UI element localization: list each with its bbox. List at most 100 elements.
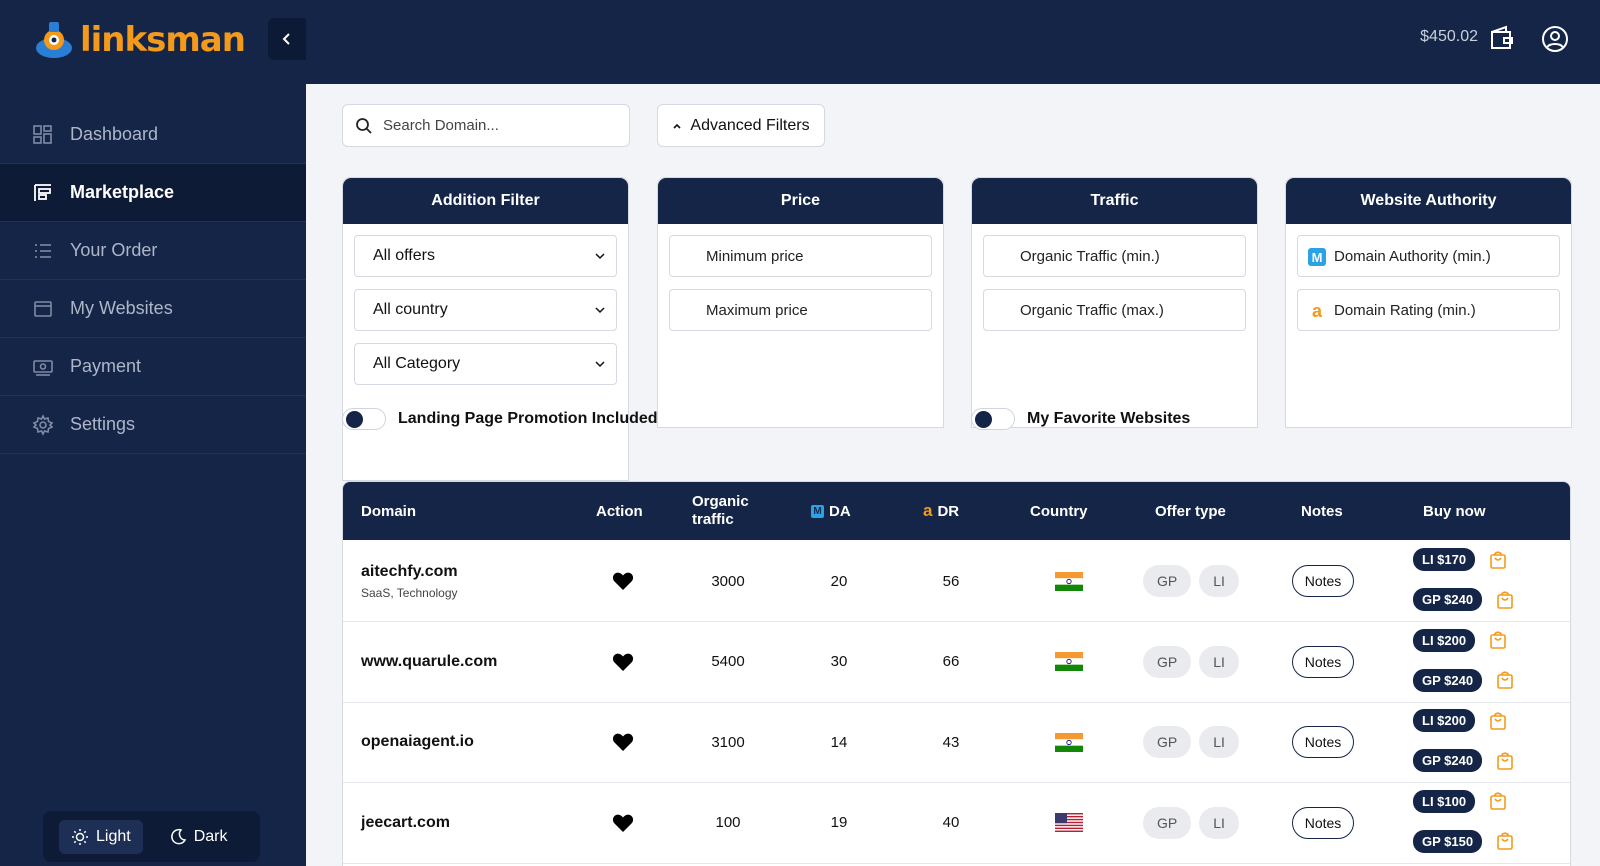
- shopping-bag-icon[interactable]: [1489, 711, 1507, 731]
- shopping-bag-icon[interactable]: [1489, 630, 1507, 650]
- favorite-action[interactable]: [592, 782, 654, 864]
- sun-icon: [72, 828, 88, 845]
- chevron-down-icon: [595, 361, 605, 368]
- gp-price-button[interactable]: GP $240: [1413, 668, 1483, 692]
- sidebar-item-marketplace[interactable]: Marketplace: [0, 164, 306, 222]
- sidebar-item-your-order[interactable]: Your Order: [0, 222, 306, 280]
- notes-button[interactable]: Notes: [1291, 565, 1355, 597]
- domain-rating-input[interactable]: a Domain Rating (min.): [1297, 289, 1560, 331]
- li-price-button[interactable]: LI $100: [1413, 789, 1476, 813]
- brand-logo[interactable]: linksman: [32, 18, 246, 62]
- sidebar-item-my-websites[interactable]: My Websites: [0, 280, 306, 338]
- domain-rating-placeholder: Domain Rating (min.): [1334, 301, 1476, 319]
- domain-category: SaaS, Technology: [361, 585, 458, 600]
- min-price-input[interactable]: Minimum price: [669, 235, 932, 277]
- heart-icon[interactable]: [612, 813, 634, 833]
- sidebar-item-label: Dashboard: [70, 124, 159, 144]
- dr-value: 43: [942, 733, 960, 751]
- li-price-button[interactable]: LI $200: [1413, 628, 1476, 652]
- max-traffic-input[interactable]: Organic Traffic (max.): [983, 289, 1246, 331]
- country-select[interactable]: All country: [354, 289, 617, 331]
- da-value: 14: [830, 733, 848, 751]
- favorite-toggle-row: My Favorite Websites: [971, 408, 1190, 430]
- wallet-icon[interactable]: [1488, 24, 1516, 52]
- window-icon: [34, 300, 52, 317]
- theme-light-button[interactable]: Light: [59, 819, 143, 854]
- favorite-action[interactable]: [592, 701, 654, 783]
- max-price-input[interactable]: Maximum price: [669, 289, 932, 331]
- offer-gp-pill[interactable]: GP: [1143, 645, 1192, 678]
- moon-icon: [170, 828, 186, 844]
- mascot-icon: [36, 22, 72, 58]
- offer-gp-pill[interactable]: GP: [1143, 565, 1192, 597]
- shopping-bag-icon[interactable]: [1496, 831, 1514, 851]
- category-select-value: All Category: [373, 355, 461, 372]
- landing-page-toggle[interactable]: [342, 408, 386, 430]
- sidebar-item-dashboard[interactable]: Dashboard: [0, 106, 306, 164]
- shopping-bag-icon[interactable]: [1489, 550, 1507, 570]
- chevron-down-icon: [595, 253, 605, 260]
- offer-li-pill[interactable]: LI: [1199, 565, 1239, 597]
- min-traffic-input[interactable]: Organic Traffic (min.): [983, 235, 1246, 277]
- shopping-bag-icon[interactable]: [1496, 590, 1514, 610]
- gp-price-button[interactable]: GP $240: [1413, 749, 1483, 772]
- chevron-left-icon: [282, 33, 290, 45]
- user-account-icon[interactable]: [1540, 24, 1570, 54]
- heart-icon[interactable]: [612, 571, 634, 591]
- theme-dark-button[interactable]: Dark: [157, 820, 240, 854]
- domain-authority-input[interactable]: M Domain Authority (min.): [1297, 235, 1560, 277]
- notes-button[interactable]: Notes: [1291, 806, 1355, 839]
- buy-li: LI $200: [1413, 628, 1507, 652]
- domain-name[interactable]: www.quarule.com: [361, 652, 498, 670]
- domain-name[interactable]: openaiagent.io: [361, 733, 474, 750]
- shopping-bag-icon[interactable]: [1496, 670, 1514, 690]
- offer-type-cell: GP LI: [1143, 621, 1263, 703]
- collapse-sidebar-button[interactable]: [268, 18, 306, 60]
- favorite-websites-toggle[interactable]: [971, 408, 1015, 430]
- top-bar: $450.02: [306, 0, 1600, 84]
- sidebar-item-settings[interactable]: Settings: [0, 396, 306, 454]
- category-select[interactable]: All Category: [354, 343, 617, 385]
- offer-li-pill[interactable]: LI: [1199, 806, 1239, 839]
- gp-price-button[interactable]: GP $240: [1413, 588, 1483, 611]
- col-dr-label: DR: [937, 502, 960, 520]
- domain-name[interactable]: jeecart.com: [361, 813, 450, 831]
- li-price-button[interactable]: LI $170: [1413, 548, 1476, 571]
- sidebar-item-label: Settings: [70, 414, 136, 434]
- sidebar-item-payment[interactable]: Payment: [0, 338, 306, 396]
- offer-li-pill[interactable]: LI: [1199, 726, 1239, 758]
- col-da: M DA: [811, 482, 851, 540]
- buy-li: LI $170: [1413, 548, 1507, 571]
- domain-cell: openaiagent.io: [361, 701, 581, 783]
- offer-type-cell: GP LI: [1143, 782, 1263, 864]
- country-flag: [1039, 782, 1099, 864]
- buy-li: LI $200: [1413, 709, 1507, 732]
- offer-gp-pill[interactable]: GP: [1143, 726, 1192, 758]
- heart-icon[interactable]: [612, 732, 634, 752]
- favorite-action[interactable]: [592, 540, 654, 622]
- country-select-value: All country: [373, 301, 448, 318]
- col-offer-type: Offer type: [1155, 502, 1226, 520]
- li-price-button[interactable]: LI $200: [1413, 709, 1476, 732]
- search-input[interactable]: [383, 117, 613, 134]
- shopping-bag-icon[interactable]: [1489, 791, 1507, 811]
- favorite-action[interactable]: [592, 621, 654, 703]
- col-domain: Domain: [361, 502, 417, 520]
- usa-flag-icon: [1055, 813, 1083, 832]
- offer-gp-pill[interactable]: GP: [1143, 806, 1192, 839]
- offers-select[interactable]: All offers: [354, 235, 617, 277]
- notes-button[interactable]: Notes: [1291, 726, 1355, 758]
- shopping-bag-icon[interactable]: [1496, 751, 1514, 771]
- domain-name[interactable]: aitechfy.com: [361, 562, 458, 580]
- heart-icon[interactable]: [612, 652, 634, 672]
- addition-filter-card: Addition Filter All offers All country A…: [342, 177, 629, 481]
- gp-price-button[interactable]: GP $150: [1413, 829, 1483, 853]
- notes-button[interactable]: Notes: [1291, 645, 1355, 678]
- offer-type-cell: GP LI: [1143, 701, 1263, 783]
- dr-value: 40: [942, 814, 960, 831]
- traffic-value: 3100: [711, 733, 745, 751]
- india-flag-icon: [1055, 652, 1083, 671]
- advanced-filters-button[interactable]: Advanced Filters: [657, 104, 825, 147]
- offer-li-pill[interactable]: LI: [1199, 645, 1239, 678]
- offer-type-cell: GP LI: [1143, 540, 1263, 622]
